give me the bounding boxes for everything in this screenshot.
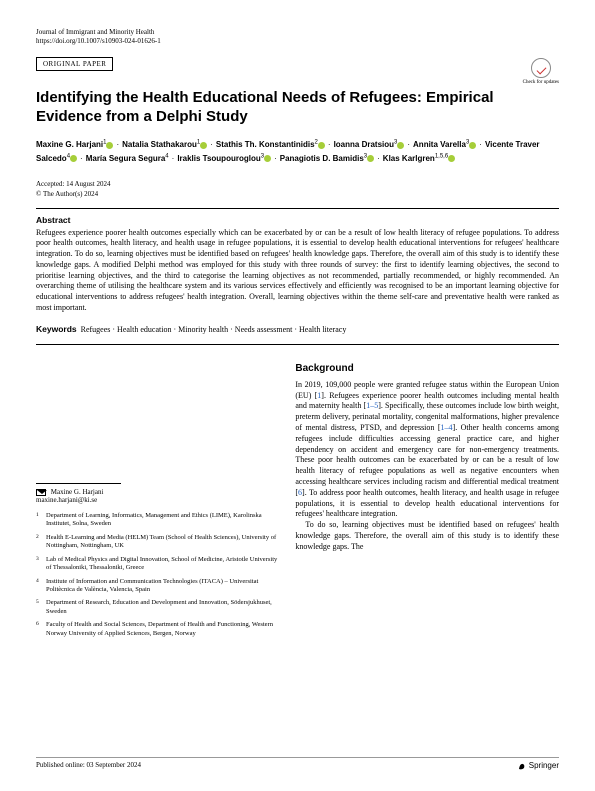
author[interactable]: Klas Karlgren1,5,6	[383, 154, 455, 163]
abstract-text: Refugees experience poorer health outcom…	[36, 228, 559, 314]
journal-name: Journal of Immigrant and Minority Health	[36, 28, 559, 37]
check-updates-badge[interactable]: Check for updates	[523, 58, 559, 85]
orcid-icon[interactable]	[469, 142, 476, 149]
corr-author-name: Maxine G. Harjani	[51, 488, 104, 496]
divider	[36, 344, 559, 345]
author[interactable]: Natalia Stathakarou1	[122, 140, 207, 149]
article-title: Identifying the Health Educational Needs…	[36, 89, 559, 127]
orcid-icon[interactable]	[318, 142, 325, 149]
keywords-text: Refugees · Health education · Minority h…	[81, 325, 347, 334]
keywords-section: Keywords Refugees · Health education · M…	[36, 324, 559, 334]
check-icon	[531, 58, 551, 78]
affiliation-item: 3Lab of Medical Physics and Digital Inno…	[36, 556, 279, 573]
body-text: In 2019, 109,000 people were granted ref…	[295, 380, 559, 553]
doi-link[interactable]: https://doi.org/10.1007/s10903-024-01626…	[36, 37, 559, 45]
affiliation-item: 1Department of Learning, Informatics, Ma…	[36, 512, 279, 529]
body-p1: In 2019, 109,000 people were granted ref…	[295, 380, 559, 520]
abstract-heading: Abstract	[36, 215, 559, 225]
orcid-icon[interactable]	[200, 142, 207, 149]
affiliation-item: 6Faculty of Health and Social Sciences, …	[36, 621, 279, 638]
affiliation-item: 2Health E-Learning and Media (HELM) Team…	[36, 534, 279, 551]
author[interactable]: Panagiotis D. Bamidis3	[280, 154, 374, 163]
publisher-logo: Springer	[517, 761, 559, 771]
orcid-icon[interactable]	[106, 142, 113, 149]
orcid-icon[interactable]	[264, 155, 271, 162]
right-column: Background In 2019, 109,000 people were …	[295, 363, 559, 643]
corr-author-email[interactable]: maxine.harjani@ki.se	[36, 496, 121, 504]
body-p2: To do so, learning objectives must be id…	[295, 520, 559, 552]
author[interactable]: Stathis Th. Konstantinidis2	[216, 140, 325, 149]
background-heading: Background	[295, 363, 559, 374]
author-list: Maxine G. Harjani1·Natalia Stathakarou1·…	[36, 139, 559, 166]
orcid-icon[interactable]	[397, 142, 404, 149]
copyright-notice: © The Author(s) 2024	[36, 190, 559, 198]
author[interactable]: Iraklis Tsoupouroglou3	[177, 154, 271, 163]
orcid-icon[interactable]	[367, 155, 374, 162]
orcid-icon[interactable]	[448, 155, 455, 162]
mail-icon	[36, 489, 46, 496]
published-date: Published online: 03 September 2024	[36, 761, 141, 771]
article-category: ORIGINAL PAPER	[36, 57, 113, 71]
keywords-label: Keywords	[36, 324, 77, 334]
author[interactable]: Ioanna Dratsiou3	[334, 140, 405, 149]
page-footer: Published online: 03 September 2024 Spri…	[36, 757, 559, 771]
affiliation-item: 5Department of Research, Education and D…	[36, 599, 279, 616]
author[interactable]: Maxine G. Harjani1	[36, 140, 113, 149]
accepted-date: Accepted: 14 August 2024	[36, 180, 559, 188]
springer-horse-icon	[517, 761, 527, 771]
affiliations-list: 1Department of Learning, Informatics, Ma…	[36, 512, 279, 638]
check-updates-label: Check for updates	[523, 80, 559, 85]
author[interactable]: Annita Varella3	[413, 140, 476, 149]
divider	[36, 208, 559, 209]
author[interactable]: María Segura Segura4	[86, 154, 169, 163]
affiliation-item: 4Institute of Information and Communicat…	[36, 578, 279, 595]
correspondence-box: Maxine G. Harjani maxine.harjani@ki.se	[36, 483, 121, 504]
left-column: Maxine G. Harjani maxine.harjani@ki.se 1…	[36, 363, 279, 643]
orcid-icon[interactable]	[70, 155, 77, 162]
